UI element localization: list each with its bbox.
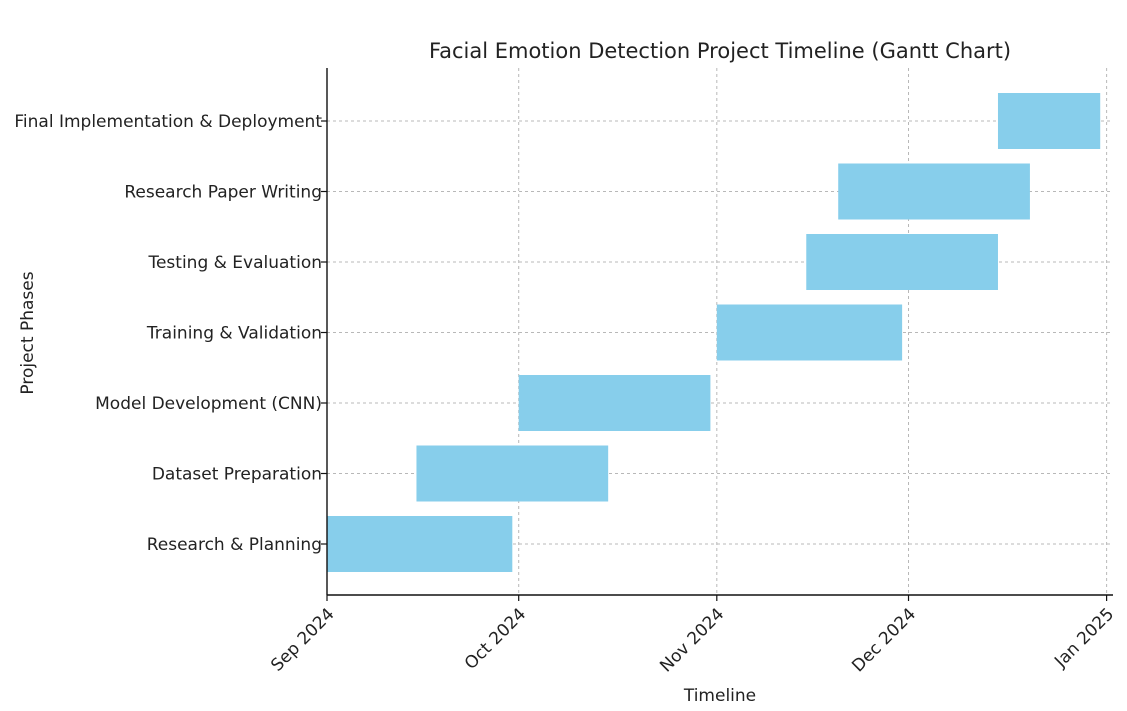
x-tick-label: Dec 2024	[848, 604, 920, 676]
x-axis-title: Timeline	[683, 686, 756, 706]
y-tick-label: Final Implementation & Deployment	[14, 112, 322, 132]
task-bar	[997, 93, 1101, 149]
task-bar	[327, 516, 513, 572]
x-tick-label: Jan 2025	[1050, 604, 1118, 672]
task-bar	[716, 304, 903, 361]
y-tick-label: Research Paper Writing	[124, 183, 322, 203]
tick-layer: Research & Planning Dataset Preparation Mo…	[14, 112, 1118, 676]
task-bar	[806, 234, 998, 290]
bar-layer	[327, 93, 1101, 572]
task-bar	[838, 163, 1030, 220]
y-axis-title: Project Phases	[18, 271, 38, 394]
y-tick-label: Dataset Preparation	[152, 465, 322, 485]
task-bar	[518, 375, 711, 431]
y-tick-label: Training & Validation	[146, 324, 322, 344]
y-tick-label: Model Development (CNN)	[95, 394, 322, 414]
y-tick-label: Research & Planning	[147, 535, 322, 555]
task-bar	[416, 445, 609, 502]
chart-title: Facial Emotion Detection Project Timelin…	[429, 39, 1011, 63]
x-tick-label: Sep 2024	[267, 604, 338, 675]
y-tick-label: Testing & Evaluation	[147, 253, 322, 273]
x-tick-label: Nov 2024	[656, 604, 728, 676]
x-tick-label: Oct 2024	[461, 604, 530, 673]
